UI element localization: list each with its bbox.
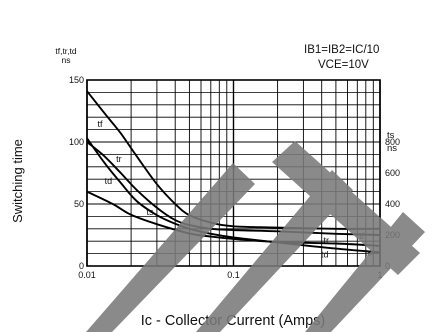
condition-voltage: VCE=10V xyxy=(318,59,369,71)
series-label-ts: ts xyxy=(147,207,155,217)
x-axis-title: Ic - Collector Current (Amps) xyxy=(141,313,326,329)
x-tick-label: 0.01 xyxy=(78,270,96,280)
series-label-td: td xyxy=(321,249,329,259)
watermark-stroke-1 xyxy=(86,163,255,332)
left-units-label-1: tf,tr,td xyxy=(55,46,77,56)
y-left-tick-label: 0 xyxy=(79,261,84,271)
y-axis-title: Switching time xyxy=(10,139,25,223)
conditions-box xyxy=(302,41,380,69)
y-left-tick-label: 100 xyxy=(69,137,84,147)
series-label-ts: ts xyxy=(365,247,373,257)
series-label-td: td xyxy=(105,176,113,186)
right-units-label-2: ns xyxy=(387,143,397,154)
y-right-tick-label: 800 xyxy=(385,137,400,147)
watermark xyxy=(86,141,425,332)
y-left-tick-label: 50 xyxy=(74,199,84,209)
y-left-tick-label: 150 xyxy=(69,75,84,85)
series-label-tr: tr xyxy=(324,235,330,245)
series-line-tf xyxy=(86,90,381,230)
series-label-tr: tr xyxy=(116,154,122,164)
right-units-label-1: ts xyxy=(387,130,395,141)
x-tick-label: 0.1 xyxy=(227,270,240,280)
watermark-stroke-4 xyxy=(305,212,425,332)
series-label-tf: tf xyxy=(98,119,104,129)
y-right-tick-label: 600 xyxy=(385,168,400,178)
watermark-stroke-2 xyxy=(196,170,353,332)
y-right-tick-label: 400 xyxy=(385,199,400,209)
condition-currents: IB1=IB2=IC/10 xyxy=(304,44,379,56)
plot-frame xyxy=(86,79,381,267)
left-units-label-2: ns xyxy=(62,55,71,65)
